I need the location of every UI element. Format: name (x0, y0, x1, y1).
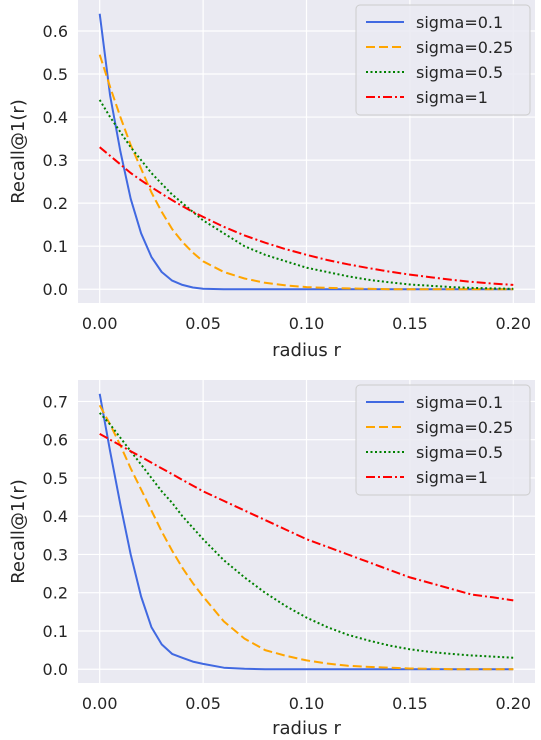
x-axis-label: radius r (272, 718, 341, 739)
y-tick-label: 0.2 (43, 584, 68, 603)
y-axis-label: Recall@1(r) (8, 99, 29, 204)
y-tick-label: 0.2 (43, 194, 68, 213)
x-tick-label: 0.15 (392, 694, 428, 713)
legend-label: sigma=1 (416, 468, 488, 487)
series-line-sigma=0.25 (98, 404, 514, 671)
legend-label: sigma=0.1 (416, 13, 503, 32)
x-tick-label: 0.00 (82, 694, 118, 713)
x-tick-label: 0.10 (289, 694, 325, 713)
series-line-sigma=1 (99, 146, 514, 286)
x-axis-label: radius r (272, 340, 341, 361)
x-tick-label: 0.20 (495, 694, 531, 713)
y-tick-label: 0.0 (43, 280, 68, 299)
y-tick-label: 0.5 (43, 65, 68, 84)
x-tick-label: 0.00 (82, 314, 118, 333)
legend-box (355, 4, 531, 116)
y-tick-label: 0.1 (43, 237, 68, 256)
legend-label: sigma=0.1 (416, 393, 503, 412)
x-tick-label: 0.10 (289, 314, 325, 333)
series-line-sigma=0.1 (98, 393, 514, 671)
y-tick-label: 0.6 (43, 431, 68, 450)
legend-label: sigma=1 (416, 88, 488, 107)
y-tick-label: 0.6 (43, 22, 68, 41)
legend: sigma=0.1 sigma=0.25 sigma=0.5 sigma=1 (355, 384, 531, 496)
y-tick-label: 0.0 (43, 660, 68, 679)
legend-label: sigma=0.25 (416, 38, 513, 57)
y-axis-label: Recall@1(r) (8, 479, 29, 584)
y-tick-label: 0.4 (43, 108, 68, 127)
y-tick-label: 0.7 (43, 392, 68, 411)
series-line-sigma=0.5 (98, 99, 514, 290)
series-line-sigma=1 (99, 433, 514, 602)
x-tick-label: 0.05 (185, 314, 221, 333)
y-tick-label: 0.4 (43, 507, 68, 526)
legend: sigma=0.1 sigma=0.25 sigma=0.5 sigma=1 (355, 4, 531, 116)
y-tick-label: 0.1 (43, 622, 68, 641)
y-tick-label: 0.3 (43, 545, 68, 564)
x-tick-label: 0.20 (495, 314, 531, 333)
y-tick-label: 0.3 (43, 151, 68, 170)
x-tick-label: 0.15 (392, 314, 428, 333)
series-line-sigma=0.25 (98, 54, 514, 291)
legend-label: sigma=0.25 (416, 418, 513, 437)
y-tick-label: 0.5 (43, 469, 68, 488)
chart-2: 0.00 0.05 0.10 0.15 0.20 0.0 0.1 0.2 0.3 0.4 0.5 0.… (8, 380, 535, 739)
x-tick-label: 0.05 (185, 694, 221, 713)
legend-box (355, 384, 531, 496)
legend-label: sigma=0.5 (416, 63, 503, 82)
chart-1: 0.00 0.05 0.10 0.15 0.20 0.0 0.1 0.2 0.3 0.4 0.5 0.… (8, 0, 535, 361)
series-line-sigma=0.5 (98, 412, 514, 659)
legend-label: sigma=0.5 (416, 443, 503, 462)
